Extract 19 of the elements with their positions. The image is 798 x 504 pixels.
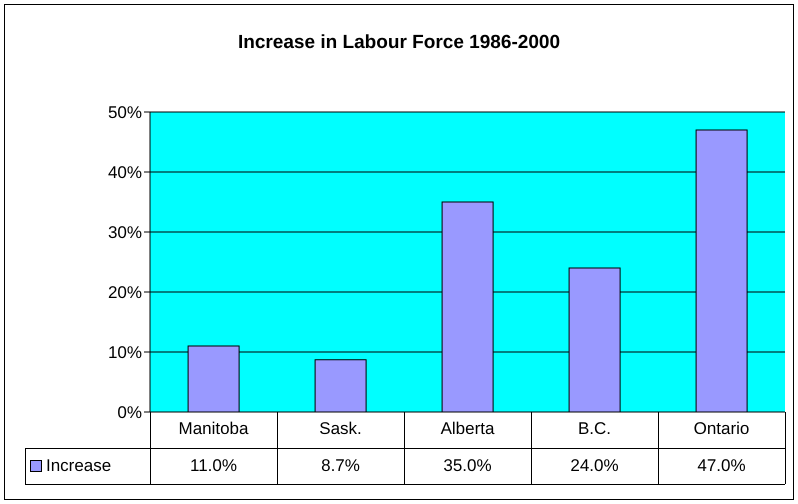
x-tick-label: Sask. xyxy=(319,419,362,438)
y-tick-label: 50% xyxy=(108,103,142,122)
data-label: 35.0% xyxy=(442,456,493,476)
y-tick-label: 0% xyxy=(117,403,142,422)
x-tick-label: Alberta xyxy=(440,419,495,438)
x-tick-label: Ontario xyxy=(694,419,750,438)
data-label: 11.0% xyxy=(189,456,238,476)
legend-label: Increase xyxy=(46,456,112,476)
y-tick-label: 20% xyxy=(108,283,142,302)
data-label: 47.0% xyxy=(696,456,747,476)
x-tick-label: B.C. xyxy=(578,419,612,438)
data-label: 24.0% xyxy=(569,456,620,476)
data-label: 8.7% xyxy=(320,456,361,476)
bar xyxy=(314,359,367,412)
y-tick-label: 40% xyxy=(108,163,142,182)
x-tick-label: Manitoba xyxy=(178,419,250,438)
y-tick-label: 30% xyxy=(108,223,142,242)
y-tick-label: 10% xyxy=(108,343,142,362)
chart-title: Increase in Labour Force 1986-2000 xyxy=(236,32,562,54)
